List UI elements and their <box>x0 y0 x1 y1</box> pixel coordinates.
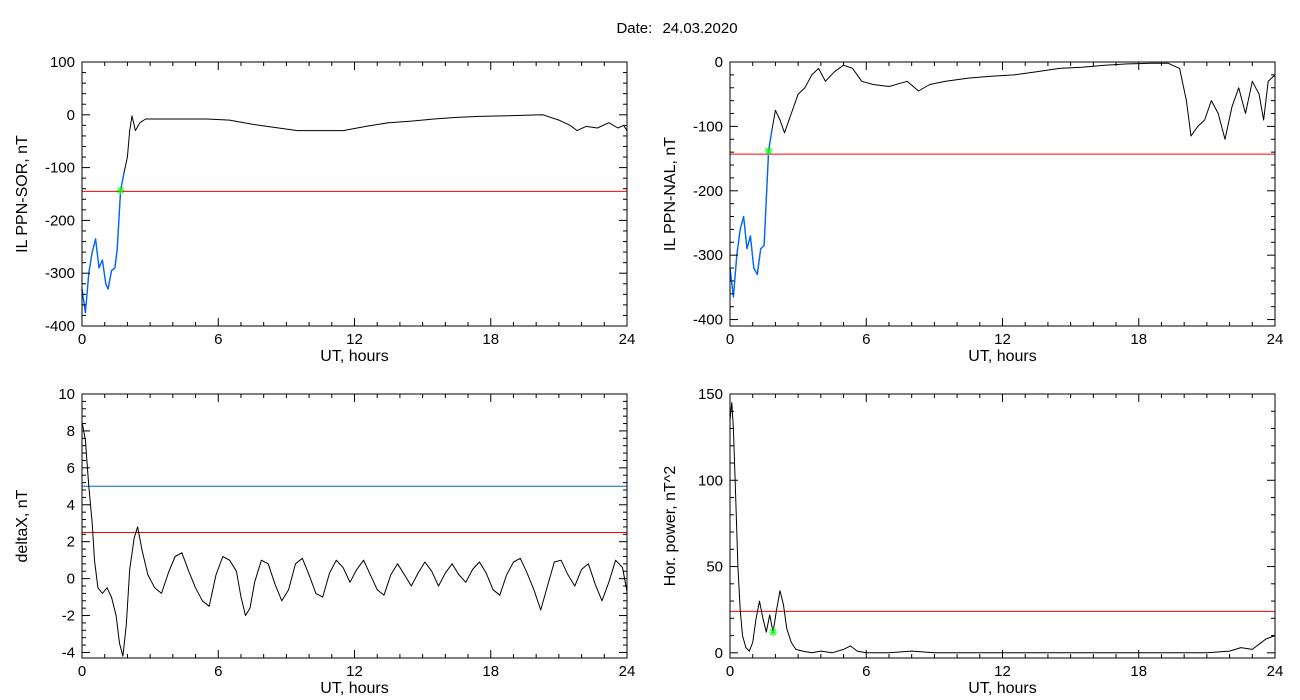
y-tick-label: 150 <box>698 386 723 403</box>
x-tick-label: 18 <box>482 331 499 348</box>
date-heading: Date: 24.03.2020 <box>616 20 737 37</box>
x-axis-label: UT, hours <box>968 680 1036 697</box>
x-tick-label: 0 <box>78 331 86 348</box>
y-tick-label: -4 <box>62 644 75 661</box>
y-tick-label: -400 <box>693 312 723 329</box>
y-tick-label: -300 <box>693 247 723 264</box>
y-tick-label: -300 <box>45 265 75 282</box>
x-tick-label: 12 <box>346 663 363 680</box>
marker-point-1 <box>764 146 773 155</box>
date-value: 24.03.2020 <box>662 20 737 37</box>
chart-panel-2: 0 6 12 18 24 -400 -300 -200 -100 0 UT, hours IL PPN… <box>662 54 1283 365</box>
y-tick-label: 0 <box>67 107 75 124</box>
marker-point-1 <box>769 628 778 637</box>
series-line-2 <box>81 172 125 314</box>
plot-frame <box>81 61 628 327</box>
x-tick-label: 6 <box>862 663 870 680</box>
y-tick-label: -200 <box>693 183 723 200</box>
series-line-1 <box>81 114 628 314</box>
x-axis-label: UT, hours <box>320 680 388 697</box>
x-tick-label: 24 <box>1267 331 1284 348</box>
x-tick-label: 12 <box>994 331 1011 348</box>
x-tick-label: 18 <box>1130 663 1147 680</box>
marker-point-1 <box>116 186 125 195</box>
x-axis-label: UT, hours <box>968 348 1036 365</box>
x-tick-label: 24 <box>1267 663 1284 680</box>
x-tick-label: 6 <box>214 663 222 680</box>
x-tick-label: 24 <box>619 663 636 680</box>
chart-panel-4: 0 6 12 18 24 0 50 100 150 UT, hours Hor. power, nT… <box>662 386 1283 697</box>
x-tick-label: 18 <box>1130 331 1147 348</box>
x-tick-label: 6 <box>214 331 222 348</box>
x-tick-label: 0 <box>78 663 86 680</box>
x-tick-label: 0 <box>726 663 734 680</box>
series-line-1 <box>729 62 1276 298</box>
y-tick-label: -100 <box>45 160 75 177</box>
y-tick-label: 2 <box>67 534 75 551</box>
y-axis-label: deltaX, nT <box>14 489 31 562</box>
x-tick-label: 12 <box>994 663 1011 680</box>
y-tick-label: 0 <box>715 54 723 71</box>
y-axis-label: Hor. power, nT^2 <box>662 466 679 587</box>
y-tick-label: 6 <box>67 460 75 477</box>
y-tick-label: 10 <box>58 386 75 403</box>
y-tick-label: 4 <box>67 497 75 514</box>
x-axis-label: UT, hours <box>320 348 388 365</box>
y-tick-label: -100 <box>693 118 723 135</box>
x-tick-label: 12 <box>346 331 363 348</box>
plot-frame <box>729 61 1276 327</box>
y-tick-label: -400 <box>45 318 75 335</box>
y-tick-label: 0 <box>715 645 723 662</box>
y-tick-label: 100 <box>50 54 75 71</box>
chart-panel-1: 0 6 12 18 24 -400 -300 -200 -100 0 100 UT, hours IL … <box>14 54 635 365</box>
y-tick-label: 100 <box>698 472 723 489</box>
date-label: Date: <box>616 20 652 37</box>
y-tick-label: 50 <box>706 559 723 576</box>
y-tick-label: 0 <box>67 571 75 588</box>
plot-frame <box>729 393 1276 659</box>
series-line-1 <box>81 421 628 657</box>
plot-frame <box>81 393 628 659</box>
y-tick-label: -2 <box>62 608 75 625</box>
x-tick-label: 18 <box>482 663 499 680</box>
x-tick-label: 24 <box>619 331 636 348</box>
x-tick-label: 0 <box>726 331 734 348</box>
series-line-1 <box>729 402 1276 654</box>
series-line-2 <box>729 129 773 298</box>
y-tick-label: 8 <box>67 423 75 440</box>
x-tick-label: 6 <box>862 331 870 348</box>
y-tick-label: -200 <box>45 212 75 229</box>
y-axis-label: IL PPN-SOR, nT <box>14 135 31 253</box>
y-axis-label: IL PPN-NAL, nT <box>662 137 679 251</box>
